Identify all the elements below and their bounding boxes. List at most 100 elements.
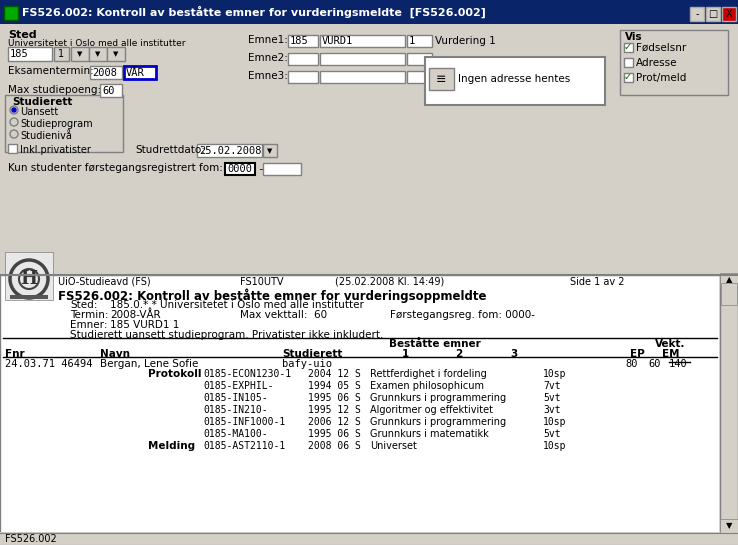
Text: ▼: ▼ xyxy=(725,522,732,530)
Text: 185: 185 xyxy=(10,49,29,59)
Text: VÅR: VÅR xyxy=(126,68,145,78)
Text: ▼: ▼ xyxy=(114,51,119,57)
Text: 185 VURD1 1: 185 VURD1 1 xyxy=(110,320,179,330)
Text: Protokoll: Protokoll xyxy=(148,369,201,379)
Text: Algoritmer og effektivitet: Algoritmer og effektivitet xyxy=(370,405,493,415)
Text: Studienivå: Studienivå xyxy=(20,131,72,141)
Text: Grunnkurs i programmering: Grunnkurs i programmering xyxy=(370,393,506,403)
Bar xyxy=(0,0,738,24)
Text: Bergan, Lene Sofie: Bergan, Lene Sofie xyxy=(100,359,199,369)
Text: 3vt: 3vt xyxy=(543,405,561,415)
Text: Grunnkurs i programmering: Grunnkurs i programmering xyxy=(370,417,506,427)
Text: 1: 1 xyxy=(402,349,410,359)
Text: Side 1 av 2: Side 1 av 2 xyxy=(570,277,624,287)
Text: VURD1: VURD1 xyxy=(322,36,354,46)
Bar xyxy=(4,6,18,20)
Text: 0185-INF1000-1: 0185-INF1000-1 xyxy=(203,417,286,427)
Text: 1994 05 S: 1994 05 S xyxy=(308,381,361,391)
Text: 2004 12 S: 2004 12 S xyxy=(308,369,361,379)
Bar xyxy=(5,252,53,300)
Text: Max vekttall:  60: Max vekttall: 60 xyxy=(240,310,327,320)
Text: Beståtte emner: Beståtte emner xyxy=(389,339,481,349)
Bar xyxy=(5,95,123,152)
Bar xyxy=(71,47,89,61)
Circle shape xyxy=(10,118,18,126)
Text: 10sp: 10sp xyxy=(543,417,567,427)
Text: FS526.002: Kontroll av beståtte emner for vurderingsoppmeldte: FS526.002: Kontroll av beståtte emner fo… xyxy=(58,288,486,302)
Text: Melding: Melding xyxy=(148,441,195,451)
Text: Studierett: Studierett xyxy=(12,97,72,107)
Bar xyxy=(690,7,704,21)
Text: ▼: ▼ xyxy=(267,148,272,154)
Text: 1: 1 xyxy=(409,36,415,46)
Text: 24.03.71 46494: 24.03.71 46494 xyxy=(5,359,92,369)
Text: FS10UTV: FS10UTV xyxy=(240,277,283,287)
Text: 0185-ECON1230-1: 0185-ECON1230-1 xyxy=(203,369,291,379)
Text: Emne3:: Emne3: xyxy=(248,71,288,81)
Text: 2008: 2008 xyxy=(92,68,117,78)
Text: Emne2:: Emne2: xyxy=(248,53,288,63)
Text: 2008-VÅR: 2008-VÅR xyxy=(110,310,161,320)
Bar xyxy=(263,144,277,157)
Text: Navn: Navn xyxy=(100,349,130,359)
Text: EM: EM xyxy=(662,349,680,359)
Bar xyxy=(263,163,301,175)
Bar xyxy=(721,283,737,305)
Circle shape xyxy=(12,108,16,112)
Text: 2006 12 S: 2006 12 S xyxy=(308,417,361,427)
Text: ▼: ▼ xyxy=(77,51,83,57)
Bar xyxy=(425,57,605,105)
Bar xyxy=(624,58,633,67)
Text: H: H xyxy=(21,270,38,288)
Text: 3: 3 xyxy=(510,349,517,359)
Text: Grunnkurs i matematikk: Grunnkurs i matematikk xyxy=(370,429,489,439)
Text: 1995 06 S: 1995 06 S xyxy=(308,393,361,403)
Text: Universitetet i Oslo med alle institutter: Universitetet i Oslo med alle institutte… xyxy=(8,39,185,48)
Text: 10sp: 10sp xyxy=(543,441,567,451)
Bar xyxy=(225,163,255,175)
Text: 0185-AST2110-1: 0185-AST2110-1 xyxy=(203,441,286,451)
Bar xyxy=(706,7,720,21)
Text: Sted: Sted xyxy=(8,30,37,40)
Text: 0185-IN105-: 0185-IN105- xyxy=(203,393,268,403)
Bar xyxy=(624,73,633,82)
Text: ✓: ✓ xyxy=(624,72,632,82)
Bar xyxy=(0,532,738,545)
Text: Examen philosophicum: Examen philosophicum xyxy=(370,381,484,391)
Text: 25.02.2008: 25.02.2008 xyxy=(199,146,261,156)
Text: Vurdering 1: Vurdering 1 xyxy=(435,36,496,46)
Bar xyxy=(407,71,432,83)
Text: Eksamentermin:: Eksamentermin: xyxy=(8,66,94,76)
Bar xyxy=(288,53,318,65)
Text: Emner:: Emner: xyxy=(70,320,108,330)
Text: 185: 185 xyxy=(290,36,308,46)
Text: Vekt.: Vekt. xyxy=(655,339,686,349)
Text: Max studiepoeng:: Max studiepoeng: xyxy=(8,85,101,95)
Bar xyxy=(320,35,405,47)
Text: Termin:: Termin: xyxy=(70,310,108,320)
Text: 1995 12 S: 1995 12 S xyxy=(308,405,361,415)
Text: Rettferdighet i fordeling: Rettferdighet i fordeling xyxy=(370,369,487,379)
Text: 185.0.*.* Universitetet i Oslo med alle institutter: 185.0.*.* Universitetet i Oslo med alle … xyxy=(110,300,364,310)
Bar xyxy=(407,35,432,47)
Text: Vis: Vis xyxy=(625,32,643,42)
Bar xyxy=(197,144,262,157)
Text: 2008 06 S: 2008 06 S xyxy=(308,441,361,451)
Bar xyxy=(720,273,738,287)
Text: 5vt: 5vt xyxy=(543,393,561,403)
Bar xyxy=(89,47,107,61)
Bar xyxy=(720,519,738,533)
Text: Studierett: Studierett xyxy=(282,349,342,359)
Text: Ingen adresse hentes: Ingen adresse hentes xyxy=(458,74,570,84)
Bar xyxy=(320,71,405,83)
Bar xyxy=(288,71,318,83)
Text: ✓: ✓ xyxy=(624,42,632,52)
Text: Prot/meld: Prot/meld xyxy=(636,73,686,83)
Text: 0185-IN210-: 0185-IN210- xyxy=(203,405,268,415)
Bar xyxy=(288,35,318,47)
Bar xyxy=(720,275,738,533)
Bar xyxy=(8,47,52,61)
Bar xyxy=(620,30,728,95)
Bar xyxy=(722,7,736,21)
Text: UiO-Studieavd (FS): UiO-Studieavd (FS) xyxy=(58,277,151,287)
